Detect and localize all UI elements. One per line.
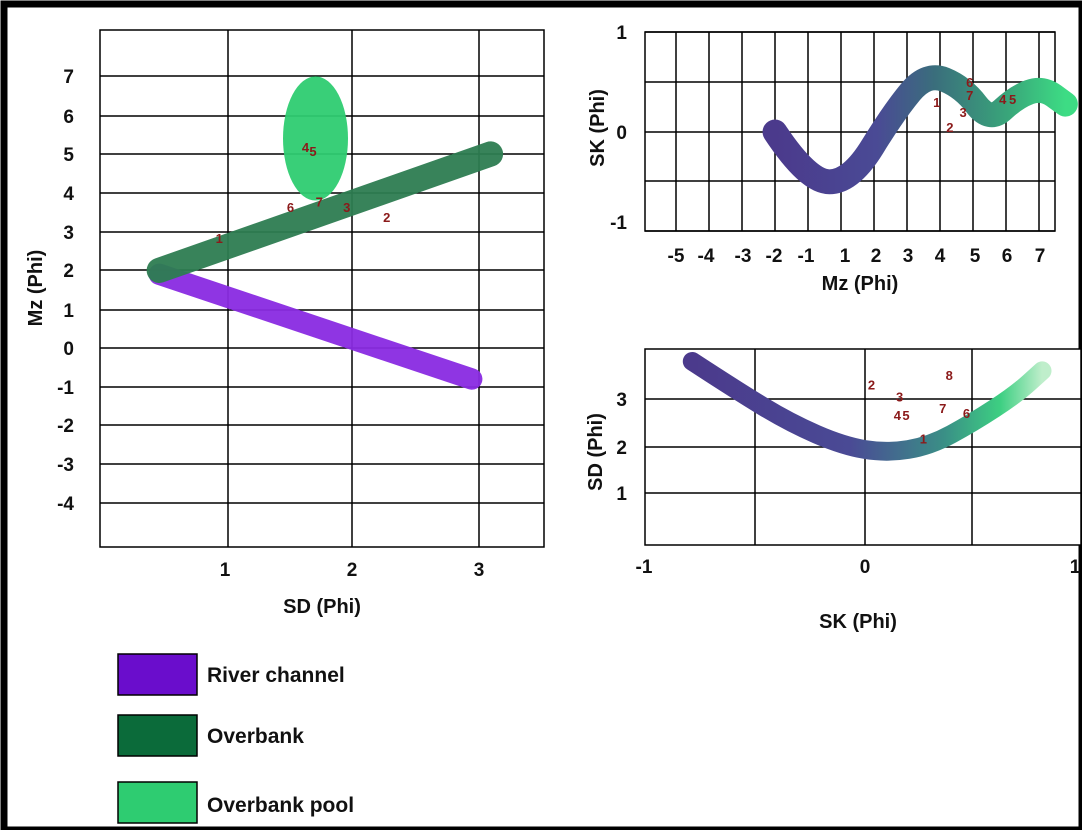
chart2-point-4: 4 [999, 92, 1007, 107]
chart2-trend-band [762, 65, 1078, 195]
chart2-y-tick-label: 1 [616, 23, 627, 44]
chart1-y-tick-label: 4 [63, 184, 74, 205]
chart2-point-7: 7 [966, 88, 973, 103]
legend-swatch-overbank [117, 714, 198, 757]
legend-label-overbank: Overbank [207, 725, 304, 748]
chart2-x-tick-label: -4 [698, 246, 715, 267]
chart1-points: 1 2 3 4 5 6 7 [216, 140, 391, 246]
chart1-y-tick-label: -1 [57, 378, 74, 399]
chart1-y-tick-label: -3 [57, 455, 74, 476]
chart1-point-2: 2 [383, 210, 390, 225]
chart3-x-tick-label: -1 [636, 557, 653, 578]
chart1-y-tick-label: -4 [57, 494, 74, 515]
chart3-point-1: 1 [920, 432, 927, 447]
legend-item-river-channel: River channel [117, 653, 345, 696]
chart3-point-6: 6 [963, 406, 970, 421]
chart1-point-7: 7 [316, 194, 323, 209]
chart2-y-tick-label: -1 [610, 213, 627, 234]
chart1-y-tick-label: 5 [63, 145, 74, 166]
chart2-x-tick-label: 1 [840, 246, 851, 267]
chart1-point-3: 3 [343, 200, 350, 215]
chart1-x-tick-label: 2 [347, 560, 358, 581]
chart1-y-tick-label: 3 [63, 223, 74, 244]
chart2-x-axis-label: Mz (Phi) [822, 273, 899, 295]
chart2-x-tick-label: 5 [970, 246, 981, 267]
chart2-regions [762, 65, 1078, 195]
chart2-point-2: 2 [946, 120, 953, 135]
chart3-point-5: 5 [902, 408, 909, 423]
chart1-y-tick-label: 1 [63, 301, 74, 322]
chart1-y-axis-label: Mz (Phi) [25, 250, 47, 327]
chart1-x-tick-label: 1 [220, 560, 231, 581]
legend-label-river-channel: River channel [207, 664, 345, 687]
chart3-point-7: 7 [939, 401, 946, 416]
chart2-x-tick-label: 7 [1035, 246, 1046, 267]
chart1-y-tick-label: 6 [63, 107, 74, 128]
chart3-point-2: 2 [868, 378, 875, 393]
chart1-y-tick-label: 2 [63, 261, 74, 282]
chart3-y-axis-label: SD (Phi) [585, 413, 607, 491]
chart3-trend-band [682, 352, 1052, 461]
chart3-y-tick-label: 2 [616, 438, 627, 459]
legend-label-overbank-pool: Overbank pool [207, 794, 354, 817]
chart1-x-tick-label: 3 [474, 560, 485, 581]
chart1-point-6: 6 [287, 200, 294, 215]
chart2-point-3: 3 [959, 105, 966, 120]
chart2-point-6: 6 [966, 75, 973, 90]
chart2-points: 123 4 5 67 [933, 75, 1016, 135]
chart3-x-tick-label: 1 [1070, 557, 1081, 578]
chart1-point-5: 5 [309, 144, 316, 159]
chart2-plot [644, 31, 1056, 232]
chart3-point-8: 8 [946, 368, 953, 383]
chart2-ticks: -5 -4 -3 -2 -1 1 2 3 4 5 6 710-1 [610, 23, 1045, 267]
chart-sd-vs-sk: 1 2 3 4 5 6 7 8 -1 0 1 3 2 1 SK (Phi) SD (Phi) [585, 348, 1082, 633]
chart3-y-tick-label: 1 [616, 484, 627, 505]
legend-item-overbank: Overbank [117, 714, 304, 757]
chart2-x-tick-label: -3 [735, 246, 752, 267]
region-overbank [146, 141, 504, 284]
chart3-ticks: -1 0 1 3 2 1 [616, 390, 1080, 578]
chart2-x-tick-label: -2 [766, 246, 783, 267]
chart1-y-tick-label: -2 [57, 416, 74, 437]
legend: River channel Overbank Overbank pool [117, 653, 354, 824]
chart1-y-tick-label: 0 [63, 339, 74, 360]
chart2-x-tick-label: -5 [668, 246, 685, 267]
chart3-points: 1 2 3 4 5 6 7 8 [868, 368, 970, 446]
region-river-channel [148, 263, 483, 390]
chart3-point-4: 4 [894, 408, 902, 423]
chart2-x-tick-label: 6 [1002, 246, 1013, 267]
chart1-point-4: 4 [302, 140, 310, 155]
chart2-point-1: 1 [933, 95, 940, 110]
region-overbank-pool [283, 76, 348, 201]
chart2-x-tick-label: 4 [935, 246, 946, 267]
chart3-x-axis-label: SK (Phi) [819, 611, 897, 633]
chart3-point-3: 3 [896, 389, 903, 404]
chart1-regions [146, 76, 504, 390]
chart3-y-tick-label: 3 [616, 390, 627, 411]
legend-item-overbank-pool: Overbank pool [117, 781, 354, 824]
chart2-x-tick-label: 3 [903, 246, 914, 267]
chart2-point-5: 5 [1009, 92, 1016, 107]
chart1-x-axis-label: SD (Phi) [283, 596, 361, 618]
chart3-regions [682, 352, 1052, 461]
chart2-x-tick-label: -1 [798, 246, 815, 267]
chart1-y-tick-label: 7 [63, 67, 74, 88]
chart2-y-axis-label: SK (Phi) [587, 89, 609, 167]
chart3-x-tick-label: 0 [860, 557, 871, 578]
chart2-y-tick-label: 0 [616, 123, 627, 144]
legend-swatch-overbank-pool [117, 781, 198, 824]
chart1-point-1: 1 [216, 231, 223, 246]
chart2-x-tick-label: 2 [871, 246, 882, 267]
legend-swatch-river-channel [117, 653, 198, 696]
